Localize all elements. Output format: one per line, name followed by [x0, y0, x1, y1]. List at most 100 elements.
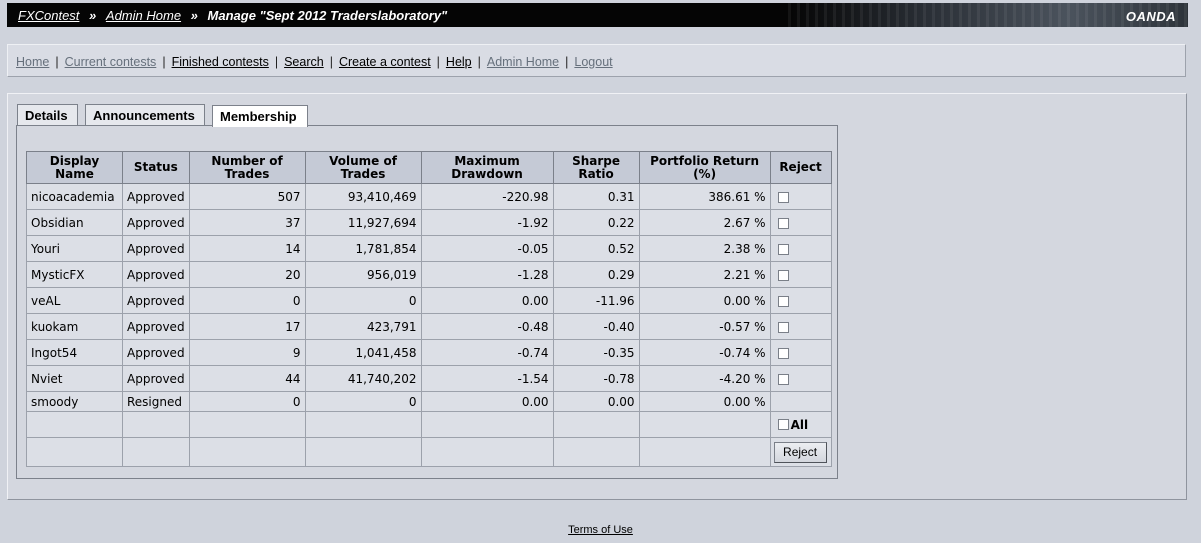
- nav-finished-contests-link[interactable]: Finished contests: [171, 55, 269, 69]
- cell-maximum-drawdown: -0.74: [420, 339, 554, 366]
- select-all-row: All: [26, 411, 832, 438]
- column-header-number-of-trades: Number of Trades: [188, 151, 306, 184]
- empty-cell: [638, 437, 771, 467]
- cell-status: Approved: [122, 339, 190, 366]
- table-row: Youri Approved 14 1,781,854 -0.05 0.52 2.38 %: [26, 235, 832, 262]
- reject-button[interactable]: Reject: [773, 441, 827, 463]
- cell-volume-of-trades: 41,740,202: [304, 365, 422, 392]
- cell-reject: [769, 287, 832, 314]
- reject-checkbox[interactable]: [777, 321, 789, 333]
- empty-cell: [420, 411, 554, 438]
- breadcrumb-fxcontest-link[interactable]: FXContest: [18, 8, 80, 23]
- cell-volume-of-trades: 1,041,458: [304, 339, 422, 366]
- table-row: Ingot54 Approved 9 1,041,458 -0.74 -0.35 -0.74…: [26, 339, 832, 366]
- cell-maximum-drawdown: 0.00: [420, 391, 554, 412]
- column-header-volume-of-trades: Volume of Trades: [304, 151, 422, 184]
- cell-maximum-drawdown: -1.28: [420, 261, 554, 288]
- cell-reject: [769, 339, 832, 366]
- empty-cell: [304, 437, 422, 467]
- cell-volume-of-trades: 0: [304, 391, 422, 412]
- cell-reject: [769, 209, 832, 236]
- reject-checkbox[interactable]: [777, 243, 789, 255]
- cell-status: Resigned: [122, 391, 190, 412]
- table-row: Nviet Approved 44 41,740,202 -1.54 -0.78 -4.20…: [26, 365, 832, 392]
- tab-details[interactable]: Details: [17, 104, 78, 125]
- cell-display-name: kuokam: [26, 313, 123, 340]
- column-header-sharpe-ratio: Sharpe Ratio: [552, 151, 640, 184]
- breadcrumb-admin-home-link[interactable]: Admin Home: [105, 8, 182, 23]
- header-bar: FXContest » Admin Home » Manage "Sept 20…: [7, 3, 1188, 27]
- nav-current-contests-link[interactable]: Current contests: [64, 55, 157, 69]
- cell-reject-action: Reject: [769, 437, 832, 467]
- cell-portfolio-return: -0.74 %: [638, 339, 771, 366]
- cell-number-of-trades: 0: [188, 287, 306, 314]
- empty-cell: [188, 437, 306, 467]
- cell-volume-of-trades: 93,410,469: [304, 183, 422, 210]
- nav-create-contest-link[interactable]: Create a contest: [338, 55, 431, 69]
- reject-checkbox[interactable]: [777, 347, 789, 359]
- breadcrumb-separator: »: [89, 8, 97, 23]
- table-row: kuokam Approved 17 423,791 -0.48 -0.40 -0.57 %: [26, 313, 832, 340]
- cell-reject: [769, 365, 832, 392]
- nav-logout-link[interactable]: Logout: [574, 55, 613, 69]
- cell-display-name: Obsidian: [26, 209, 123, 236]
- empty-cell: [552, 411, 640, 438]
- reject-checkbox[interactable]: [777, 191, 789, 203]
- nav-separator: |: [477, 55, 481, 69]
- cell-sharpe-ratio: 0.00: [552, 391, 640, 412]
- reject-checkbox[interactable]: [777, 217, 789, 229]
- column-header-reject: Reject: [769, 151, 832, 184]
- nav-help-link[interactable]: Help: [445, 55, 472, 69]
- nav-separator: |: [162, 55, 166, 69]
- table-row: Obsidian Approved 37 11,927,694 -1.92 0.22 2.6…: [26, 209, 832, 236]
- nav-separator: |: [565, 55, 569, 69]
- cell-status: Approved: [122, 261, 190, 288]
- tab-membership[interactable]: Membership: [212, 105, 308, 127]
- cell-sharpe-ratio: 0.52: [552, 235, 640, 262]
- cell-sharpe-ratio: 0.29: [552, 261, 640, 288]
- cell-volume-of-trades: 423,791: [304, 313, 422, 340]
- cell-reject: [769, 261, 832, 288]
- cell-portfolio-return: 2.21 %: [638, 261, 771, 288]
- empty-cell: [26, 437, 123, 467]
- cell-display-name: MysticFX: [26, 261, 123, 288]
- nav-home-link[interactable]: Home: [16, 55, 50, 69]
- nav-separator: |: [329, 55, 333, 69]
- cell-number-of-trades: 44: [188, 365, 306, 392]
- cell-status: Approved: [122, 235, 190, 262]
- cell-portfolio-return: 0.00 %: [638, 287, 771, 314]
- membership-table: Display Name Status Number of Trades Vol…: [26, 151, 832, 467]
- cell-maximum-drawdown: -0.48: [420, 313, 554, 340]
- reject-checkbox[interactable]: [777, 269, 789, 281]
- select-all-checkbox[interactable]: [777, 419, 789, 431]
- nav-admin-home-link[interactable]: Admin Home: [486, 55, 560, 69]
- cell-sharpe-ratio: 0.22: [552, 209, 640, 236]
- page-title: Manage "Sept 2012 Traderslaboratory": [207, 8, 448, 23]
- terms-of-use-link[interactable]: Terms of Use: [568, 524, 633, 536]
- cell-reject: [769, 313, 832, 340]
- cell-number-of-trades: 37: [188, 209, 306, 236]
- nav-separator: |: [274, 55, 279, 69]
- column-header-status: Status: [122, 151, 190, 184]
- tab-announcements[interactable]: Announcements: [85, 104, 205, 125]
- cell-maximum-drawdown: -220.98: [420, 183, 554, 210]
- cell-number-of-trades: 17: [188, 313, 306, 340]
- table-header-row: Display Name Status Number of Trades Vol…: [26, 151, 832, 184]
- empty-cell: [638, 411, 771, 438]
- cell-number-of-trades: 507: [188, 183, 306, 210]
- cell-select-all: All: [769, 411, 832, 438]
- oanda-logo: OANDA: [1125, 9, 1176, 24]
- cell-portfolio-return: 0.00 %: [638, 391, 771, 412]
- nav-search-link[interactable]: Search: [284, 55, 324, 69]
- cell-maximum-drawdown: -0.05: [420, 235, 554, 262]
- nav-separator: |: [55, 55, 59, 69]
- cell-status: Approved: [122, 287, 190, 314]
- reject-checkbox[interactable]: [777, 373, 789, 385]
- cell-display-name: Ingot54: [26, 339, 123, 366]
- cell-display-name: Nviet: [26, 365, 123, 392]
- footer: Terms of Use: [0, 524, 1201, 536]
- cell-volume-of-trades: 11,927,694: [304, 209, 422, 236]
- cell-display-name: Youri: [26, 235, 123, 262]
- reject-checkbox[interactable]: [777, 295, 789, 307]
- header-decoration: [788, 3, 1188, 27]
